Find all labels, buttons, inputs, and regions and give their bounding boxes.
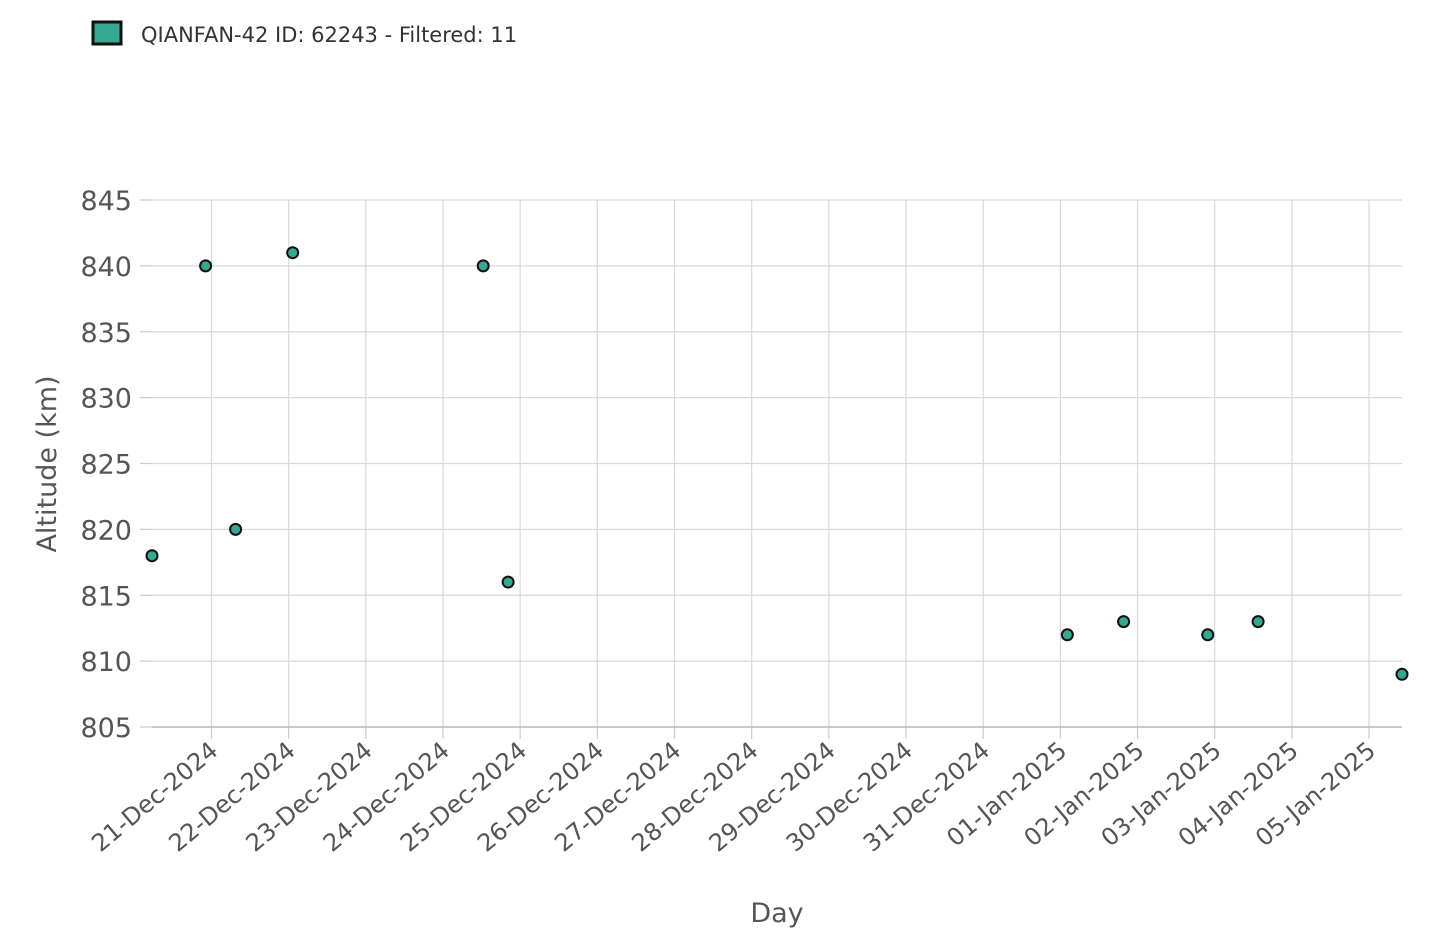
y-tick-label: 830 xyxy=(80,384,132,415)
legend-swatch xyxy=(91,20,123,46)
x-axis-label: Day xyxy=(750,898,803,929)
point xyxy=(145,549,159,563)
y-tick-label: 825 xyxy=(80,450,132,481)
point xyxy=(1060,628,1074,642)
y-tick-label: 845 xyxy=(80,186,132,217)
point xyxy=(1201,628,1215,642)
y-tick-label: 810 xyxy=(80,647,132,678)
point xyxy=(476,259,490,273)
y-tick-label: 840 xyxy=(80,252,132,283)
point xyxy=(229,522,243,536)
point xyxy=(501,575,515,589)
point xyxy=(286,246,300,260)
y-tick-label: 805 xyxy=(80,713,132,744)
point xyxy=(1251,615,1265,629)
legend-label: QIANFAN-42 ID: 62243 - Filtered: 11 xyxy=(141,23,517,47)
y-axis-label: Altitude (km) xyxy=(32,375,63,552)
y-tick-label: 815 xyxy=(80,581,132,612)
y-tick-label: 820 xyxy=(80,515,132,546)
point xyxy=(199,259,213,273)
y-tick-label: 835 xyxy=(80,318,132,349)
point xyxy=(1117,615,1131,629)
point xyxy=(1395,667,1409,681)
